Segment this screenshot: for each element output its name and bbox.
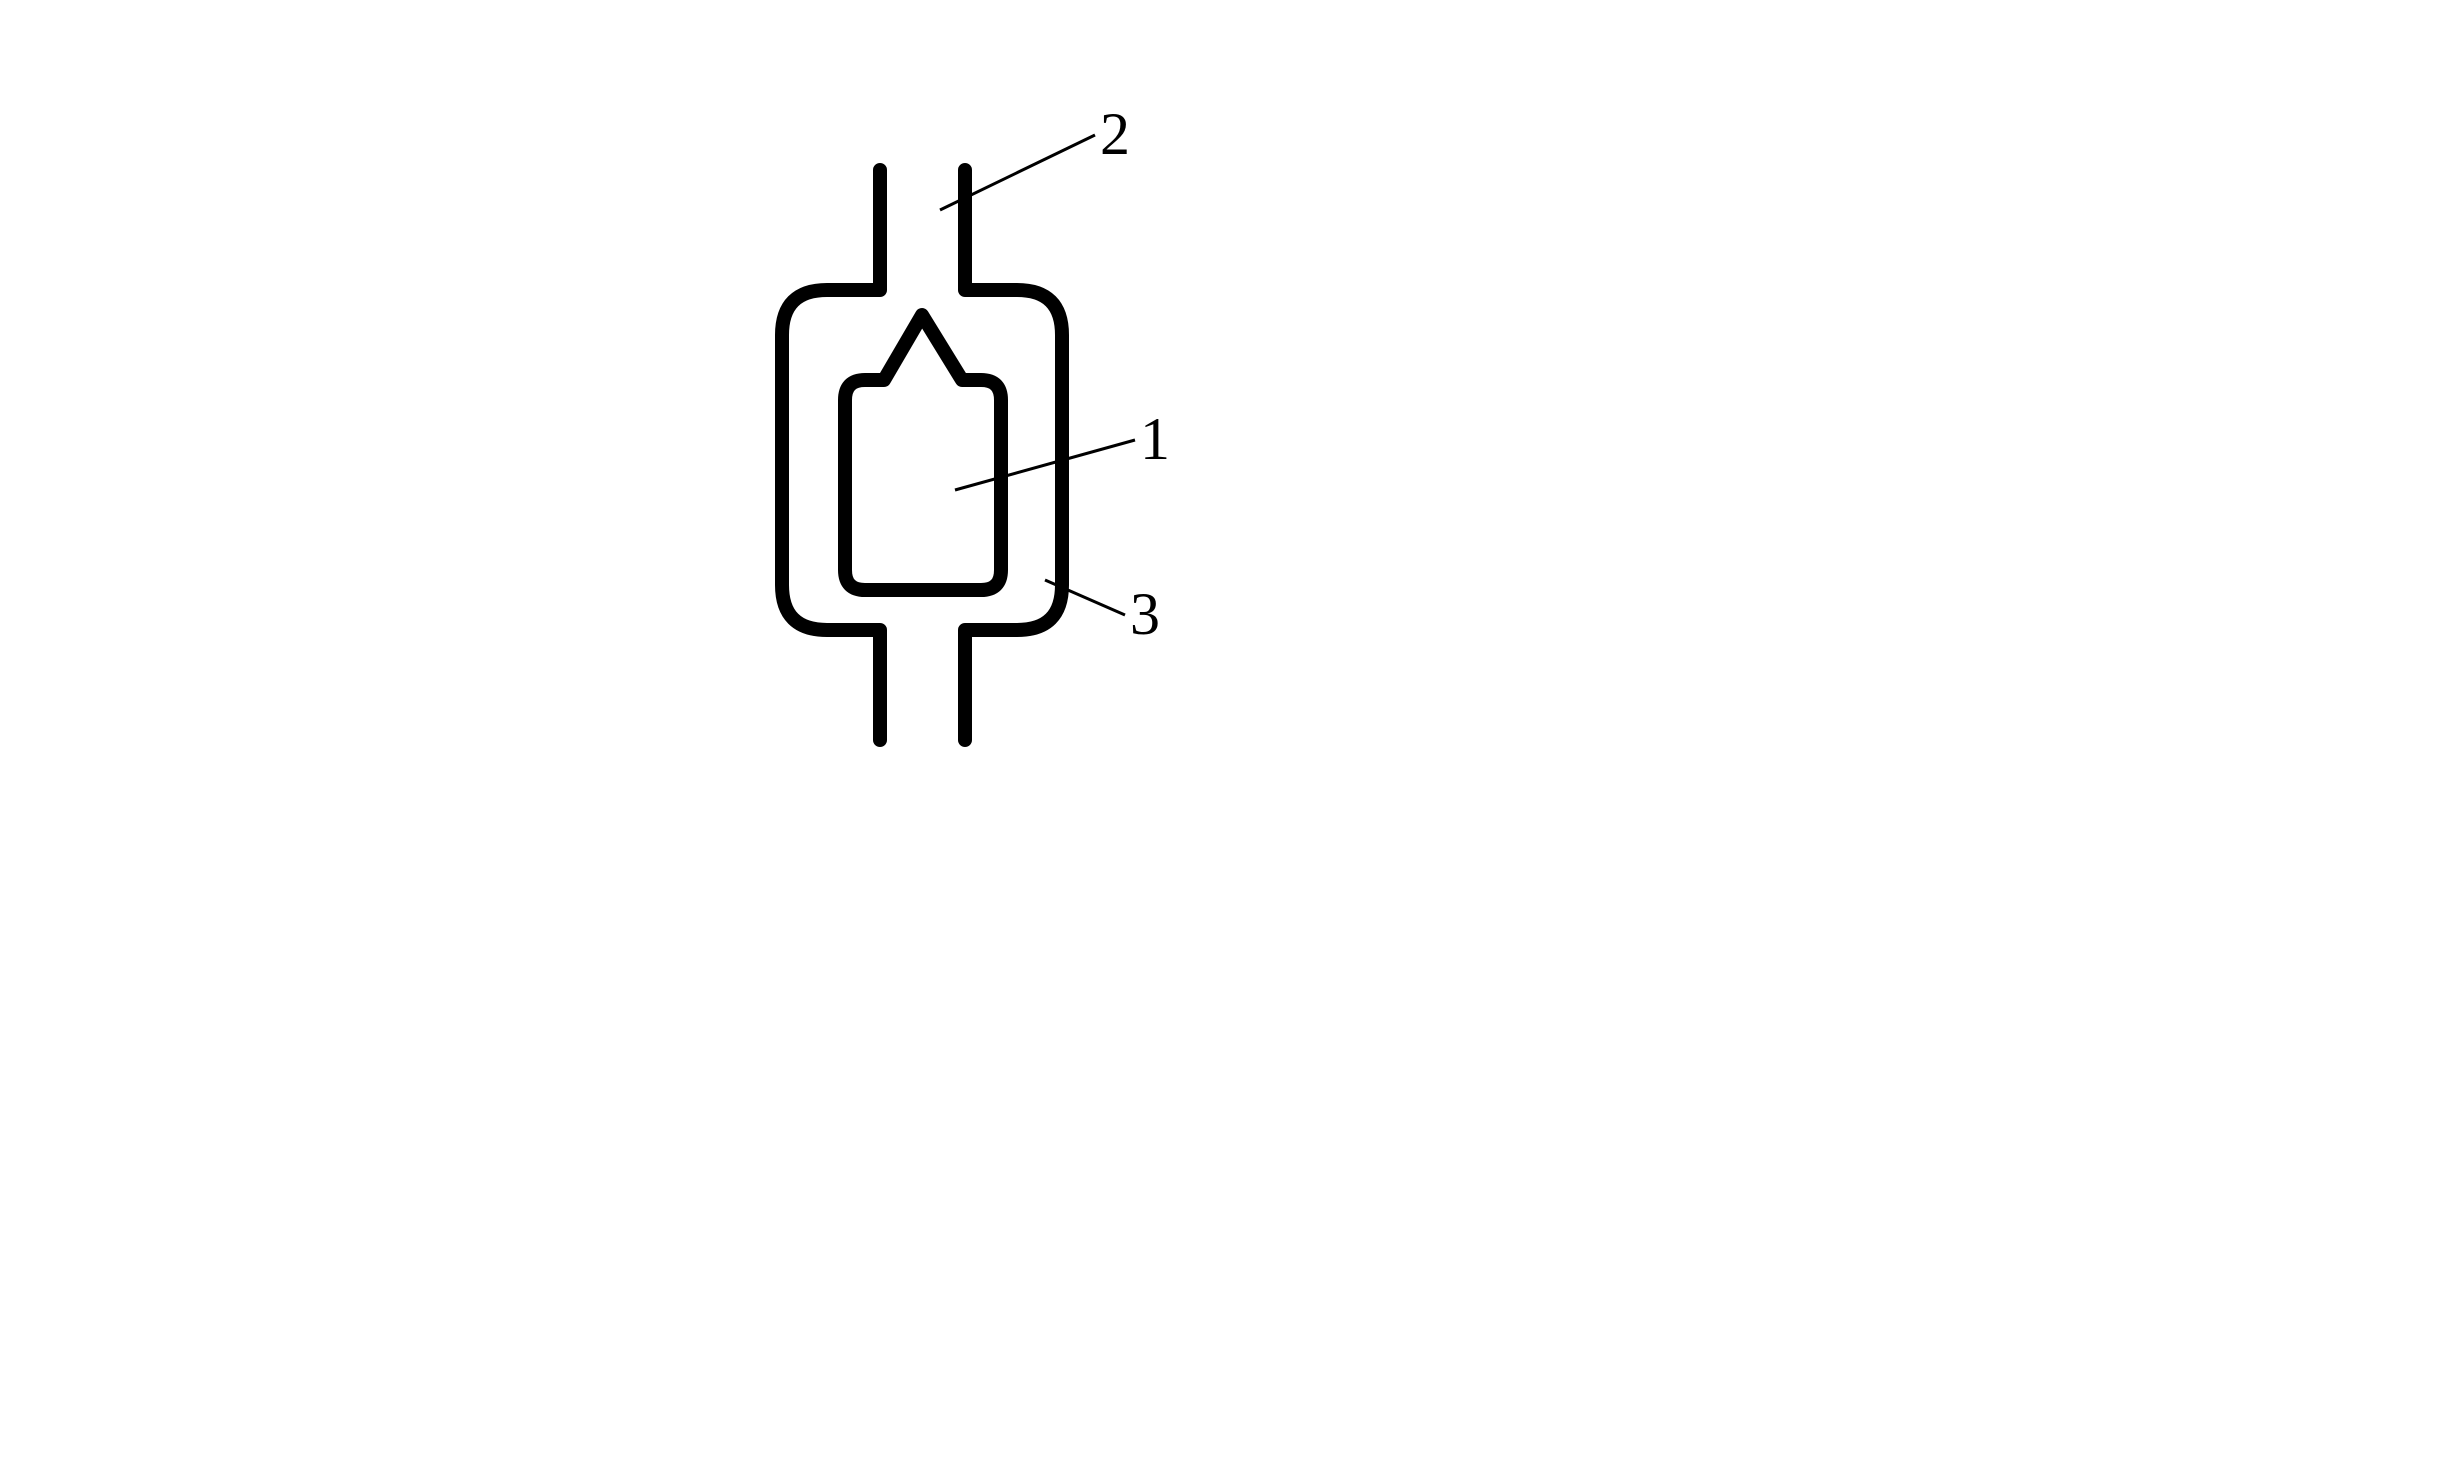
outer-body (782, 170, 1062, 740)
outer-outline (782, 170, 1062, 740)
inner-outline (845, 315, 1001, 590)
leader-1 (955, 440, 1135, 490)
label-1: 1 (1140, 405, 1170, 474)
label-3: 3 (1130, 580, 1160, 649)
diagram-svg (0, 0, 2447, 1457)
technical-diagram: 1 2 3 (0, 0, 2447, 1457)
label-2: 2 (1100, 100, 1130, 169)
inner-body (845, 315, 1001, 590)
